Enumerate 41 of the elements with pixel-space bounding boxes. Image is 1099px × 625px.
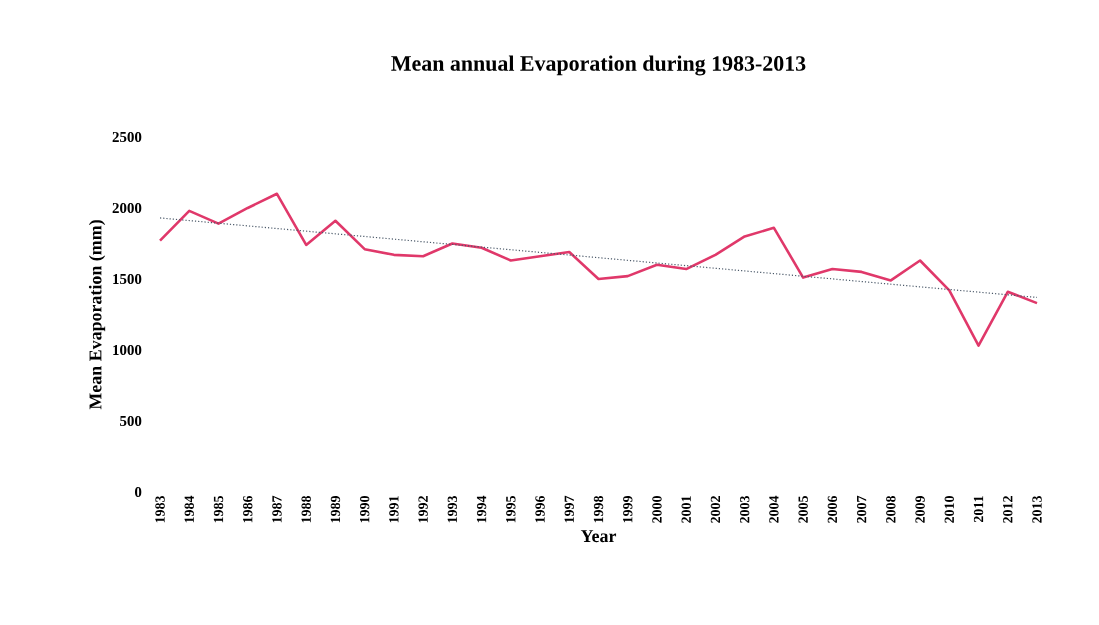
x-tick-label: 2012	[1003, 496, 1013, 523]
y-axis-title: Mean Evaporation (mm)	[88, 220, 106, 410]
x-tick-label: 2006	[827, 495, 838, 523]
x-tick-label: 1986	[243, 495, 253, 523]
x-tick-label: 2005	[798, 496, 808, 523]
x-tick-label: 2004	[769, 495, 779, 523]
y-tick-label: 1500	[113, 273, 142, 285]
x-tick-label: 1996	[535, 495, 545, 523]
x-tick-label: 1988	[301, 495, 311, 523]
y-tick-label: 2000	[112, 202, 142, 214]
y-tick-label: 0	[134, 486, 142, 498]
x-tick-label: 2011	[973, 496, 984, 523]
x-tick-label: 2002	[710, 496, 721, 523]
x-tick-label: 1993	[447, 495, 458, 523]
x-tick-label: 1989	[330, 496, 341, 523]
y-tick-label: 2500	[112, 131, 142, 143]
x-tick-label: 2003	[739, 495, 750, 523]
x-tick-label: 1983	[155, 495, 165, 523]
y-tick-label: 500	[120, 415, 142, 427]
x-tick-label: 1994	[476, 495, 487, 523]
x-tick-label: 1985	[213, 496, 224, 523]
x-tick-label: 1984	[184, 495, 194, 523]
x-tick-label: 2001	[681, 496, 691, 523]
x-tick-label: 1987	[272, 495, 282, 523]
x-axis-title: Year	[580, 530, 617, 543]
x-tick-label: 1997	[564, 495, 574, 523]
x-tick-label: 1990	[359, 496, 370, 523]
x-tick-label: 1999	[623, 496, 633, 523]
x-tick-label: 2013	[1032, 495, 1042, 523]
x-tick-label: 2007	[856, 495, 867, 523]
x-tick-label: 1992	[418, 496, 428, 523]
x-tick-label: 1995	[506, 496, 516, 523]
x-tick-label: 1991	[389, 496, 399, 523]
y-tick-label: 1000	[113, 344, 142, 356]
x-tick-label: 2010	[944, 496, 955, 523]
line-series	[158, 192, 1039, 348]
x-tick-label: 2009	[915, 496, 925, 523]
x-tick-label: 1998	[593, 495, 604, 523]
x-tick-label: 2008	[886, 495, 896, 523]
chart-title: Mean annual Evaporation during 1983-2013	[391, 55, 806, 76]
x-tick-label: 2000	[652, 496, 662, 523]
